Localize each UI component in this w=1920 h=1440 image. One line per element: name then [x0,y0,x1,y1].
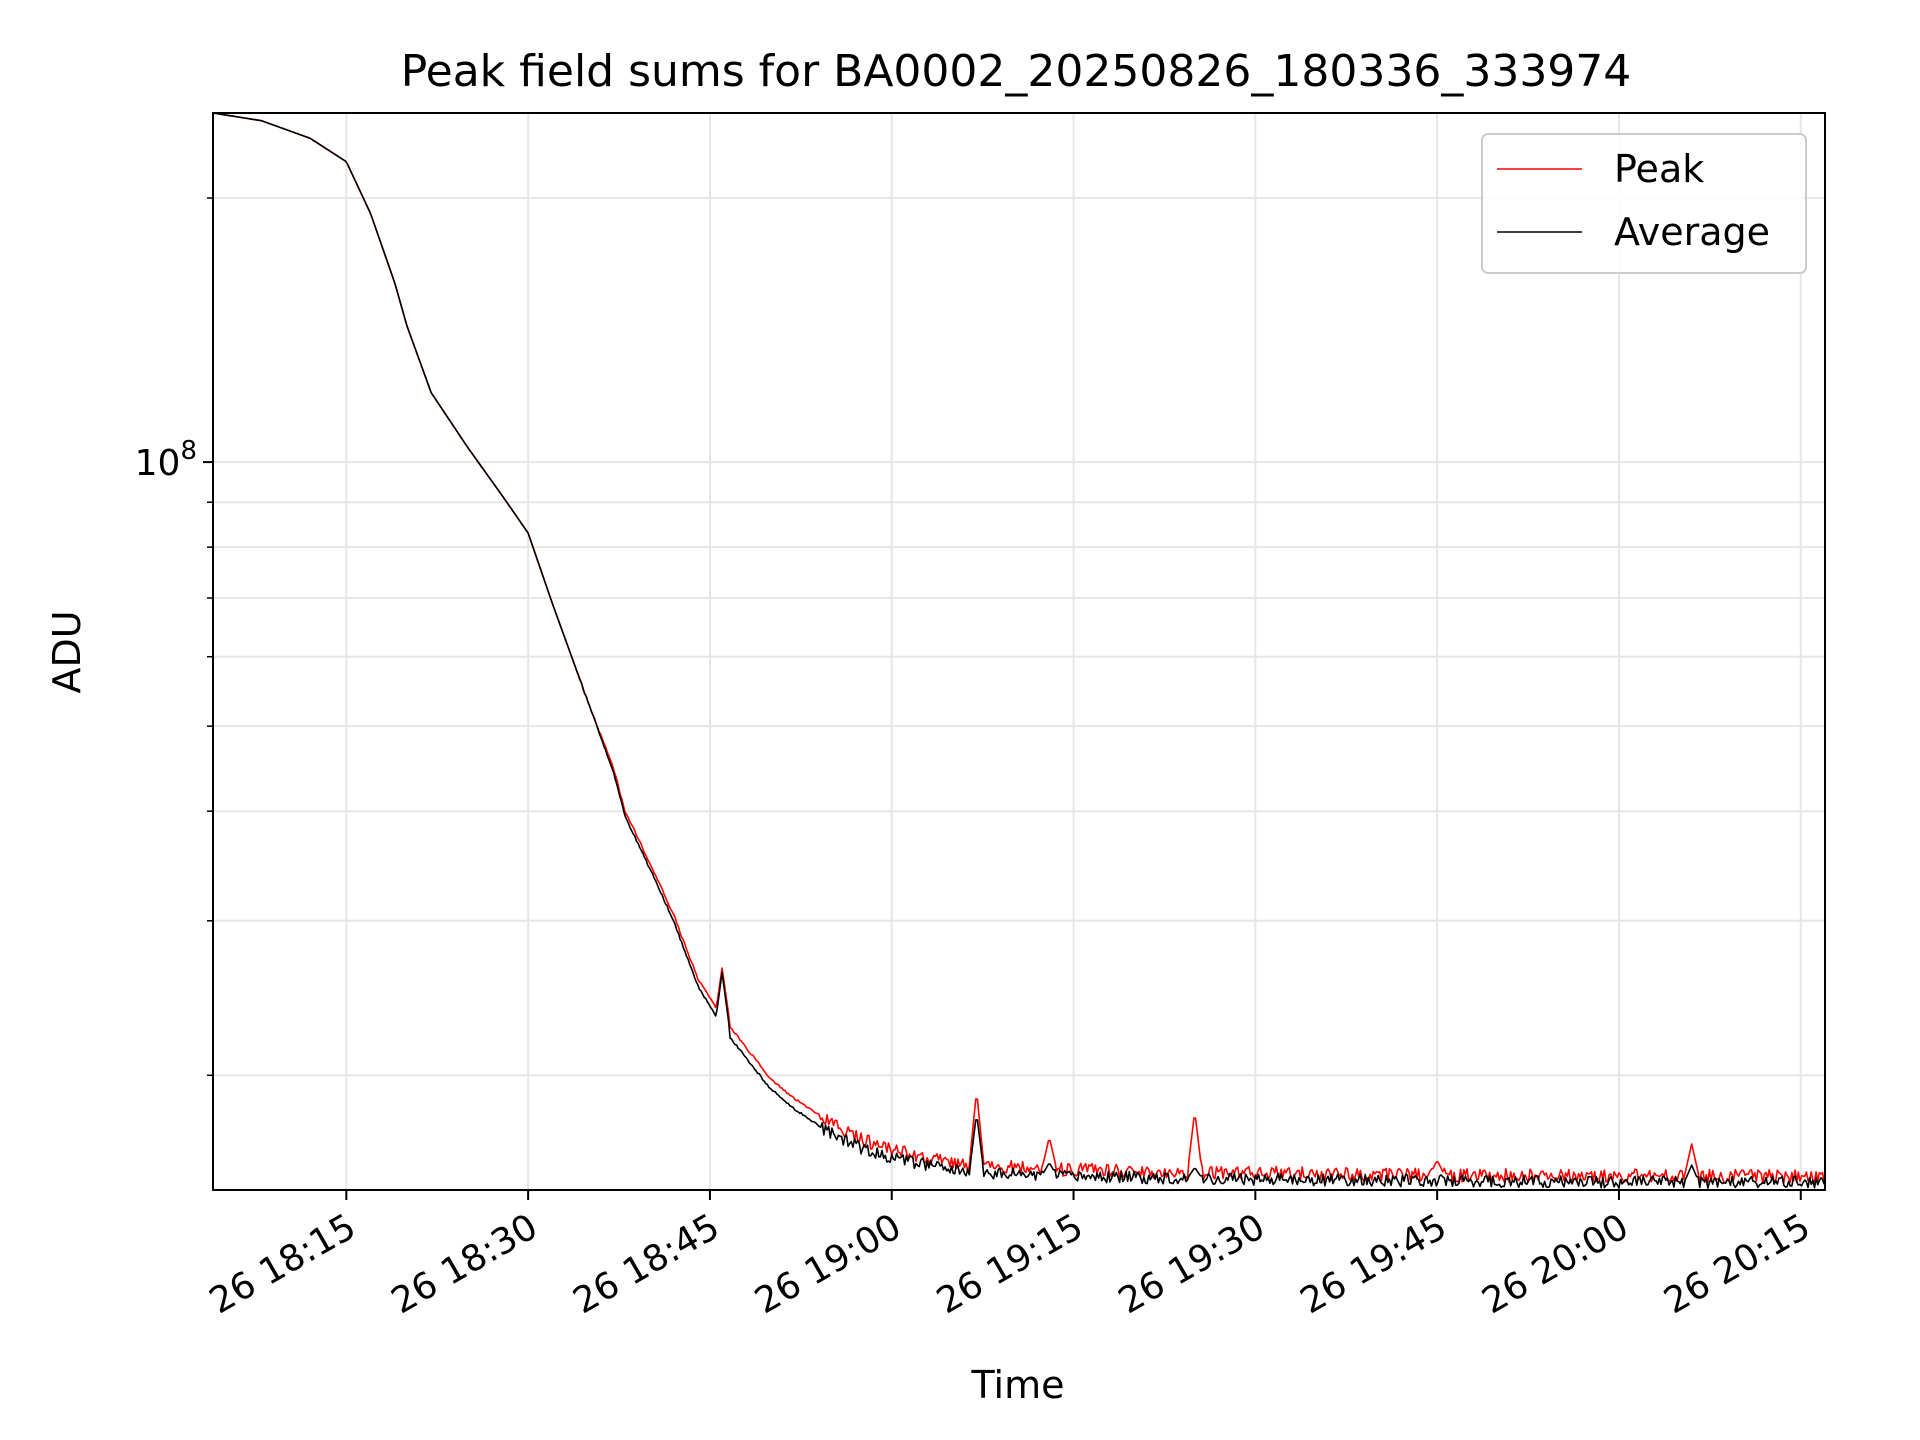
legend: Peak Average [1481,133,1807,274]
legend-label-peak: Peak [1614,147,1704,191]
legend-label-average: Average [1614,210,1770,254]
y-axis: 108 [135,197,213,1077]
y-axis-label: ADU [45,610,89,693]
plot-frame [212,112,1826,1191]
y-tick-label: 108 [135,436,197,484]
series-line-average [213,113,1825,1189]
plot-area [213,113,1825,1189]
y-tick-label-exponent: 8 [180,436,197,466]
x-axis-label: Time [971,1363,1065,1407]
y-tick-label-base: 10 [135,443,181,484]
chart-title: Peak field sums for BA0002_20250826_1803… [401,46,1632,97]
